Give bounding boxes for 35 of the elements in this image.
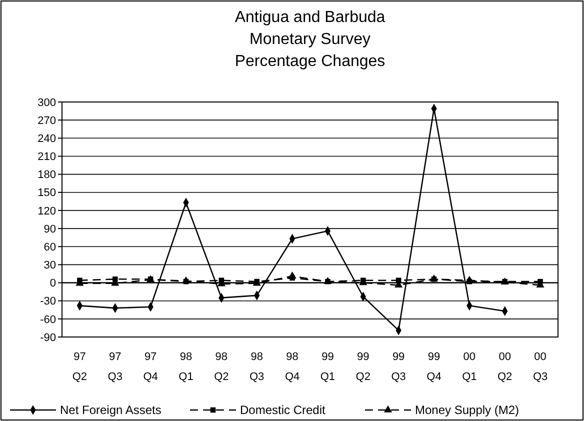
y-tick-label: 300 [38, 96, 56, 109]
y-tick-label: 270 [38, 114, 56, 127]
x-tick-label: 99 Q3 [391, 351, 406, 383]
x-tick-label: 99 Q2 [356, 351, 370, 383]
point [182, 276, 190, 284]
x-tick-label: 98 Q4 [284, 351, 300, 383]
y-tick-label: -90 [40, 332, 56, 344]
y-tick-label: 30 [44, 260, 56, 272]
x-tick-label: 97 Q2 [72, 351, 88, 383]
x-tick-label: 98 Q3 [250, 351, 264, 383]
x-tick-label: 99 Q1 [320, 351, 336, 383]
y-tick-label: 240 [38, 133, 56, 146]
x-tick-label: 97 Q3 [108, 351, 122, 383]
x-tick-label: 98 Q2 [214, 351, 229, 383]
chart-title: Antigua and Barbuda Monetary Survey Percentage Changes [234, 9, 386, 70]
x-tick-label: 99 Q4 [426, 351, 442, 383]
y-tick-label: 120 [38, 205, 56, 218]
x-tick-label: 00 Q1 [462, 351, 477, 383]
y-tick-label: 90 [44, 223, 56, 236]
y-tick-label: 60 [44, 241, 56, 254]
point [288, 272, 296, 278]
legend-label: Domestic Credit [240, 403, 326, 418]
y-tick-label: 210 [38, 151, 56, 164]
x-tick-label: 00 Q2 [498, 351, 512, 383]
legend-label: Money Supply (M2) [415, 403, 520, 418]
point [465, 276, 474, 283]
y-tick-label: -60 [40, 314, 56, 326]
y-tick-label: 150 [38, 187, 56, 200]
x-tick-label: 98 Q1 [178, 351, 194, 383]
y-tick-label: -30 [40, 296, 56, 308]
y-tick-label: 0 [50, 278, 56, 290]
legend-label: Net Foreign Assets [60, 403, 162, 418]
x-tick-label: 00 Q3 [532, 351, 548, 383]
x-tick-label: 97 Q4 [143, 351, 158, 383]
y-tick-label: 180 [38, 169, 56, 182]
